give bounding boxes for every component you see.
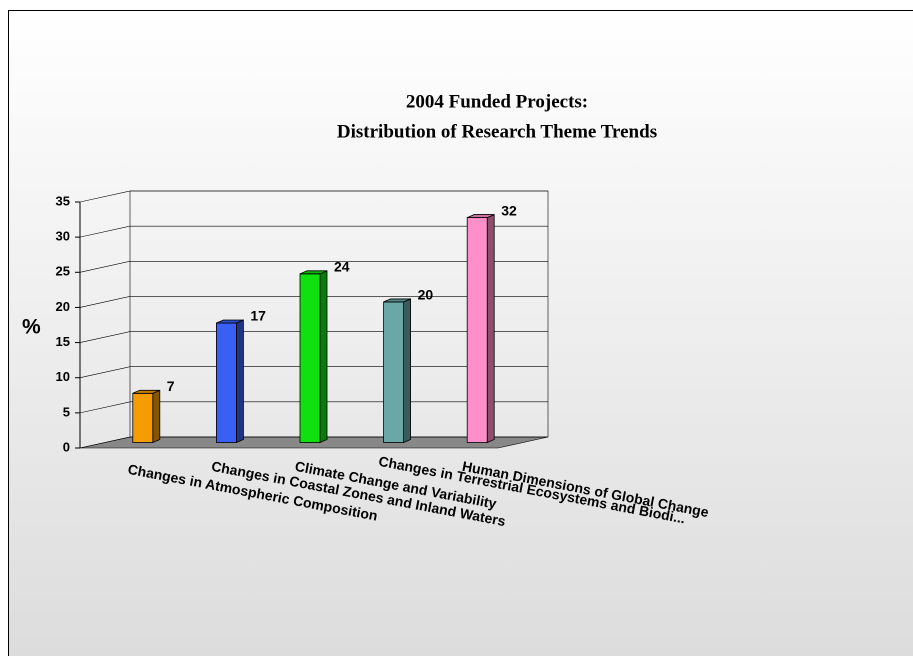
bar xyxy=(467,218,487,443)
value-label: 32 xyxy=(501,202,517,218)
bar xyxy=(133,393,153,442)
bar xyxy=(300,274,320,443)
value-label: 17 xyxy=(250,308,266,324)
y-tick-label: 10 xyxy=(56,369,70,384)
y-tick-label: 5 xyxy=(63,404,70,419)
chart-title: Distribution of Research Theme Trends xyxy=(337,121,657,142)
bar-side xyxy=(487,215,494,443)
y-tick-label: 15 xyxy=(56,334,70,349)
chart-title: 2004 Funded Projects: xyxy=(406,91,588,112)
bar-side xyxy=(320,271,327,443)
y-tick-label: 0 xyxy=(63,439,70,454)
y-tick-label: 35 xyxy=(56,193,70,208)
y-tick-label: 25 xyxy=(56,264,70,279)
bar xyxy=(216,323,236,442)
y-tick-label: 30 xyxy=(56,229,70,244)
y-tick-label: 20 xyxy=(56,299,70,314)
value-label: 24 xyxy=(334,259,350,275)
bar-side xyxy=(236,320,243,442)
value-label: 20 xyxy=(418,287,434,303)
bar xyxy=(384,302,404,443)
y-axis-label: % xyxy=(22,316,41,339)
value-label: 7 xyxy=(167,378,175,394)
bar-side xyxy=(153,390,160,442)
bar-side xyxy=(404,299,411,443)
